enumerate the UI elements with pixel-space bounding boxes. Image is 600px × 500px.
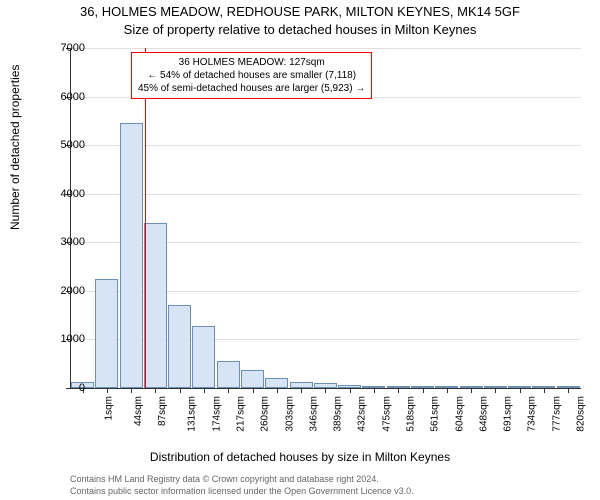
annotation-box: 36 HOLMES MEADOW: 127sqm← 54% of detache… — [131, 52, 372, 99]
histogram-bar — [95, 279, 118, 388]
xtick-label: 432sqm — [357, 396, 368, 432]
xtick-label: 260sqm — [260, 396, 271, 432]
property-size-chart: 36, HOLMES MEADOW, REDHOUSE PARK, MILTON… — [0, 0, 600, 500]
xtick-mark — [277, 388, 278, 393]
xtick-label: 691sqm — [503, 396, 514, 432]
ytick-label: 0 — [45, 382, 85, 394]
xtick-label: 1sqm — [103, 396, 114, 420]
histogram-bar — [241, 370, 264, 388]
annotation-line: ← 54% of detached houses are smaller (7,… — [138, 69, 365, 82]
xtick-label: 561sqm — [430, 396, 441, 432]
xtick-mark — [350, 388, 351, 393]
xtick-label: 777sqm — [551, 396, 562, 432]
xtick-label: 131sqm — [187, 396, 198, 432]
annotation-line: 36 HOLMES MEADOW: 127sqm — [138, 56, 365, 69]
xtick-mark — [131, 388, 132, 393]
histogram-bar — [192, 326, 215, 388]
ytick-label: 1000 — [45, 333, 85, 345]
xtick-mark — [301, 388, 302, 393]
xtick-label: 174sqm — [211, 396, 222, 432]
xtick-mark — [447, 388, 448, 393]
ytick-label: 2000 — [45, 285, 85, 297]
histogram-bar — [265, 378, 288, 388]
xtick-label: 734sqm — [527, 396, 538, 432]
xtick-mark — [228, 388, 229, 393]
xtick-label: 303sqm — [284, 396, 295, 432]
footer-copyright-1: Contains HM Land Registry data © Crown c… — [70, 474, 379, 484]
xtick-mark — [253, 388, 254, 393]
xtick-label: 217sqm — [236, 396, 247, 432]
gridline — [71, 48, 581, 49]
xtick-mark — [520, 388, 521, 393]
xtick-mark — [471, 388, 472, 393]
xtick-mark — [107, 388, 108, 393]
xtick-label: 820sqm — [576, 396, 587, 432]
xtick-label: 389sqm — [333, 396, 344, 432]
xtick-label: 604sqm — [454, 396, 465, 432]
xtick-mark — [423, 388, 424, 393]
plot-area: 36 HOLMES MEADOW: 127sqm← 54% of detache… — [70, 48, 581, 389]
xtick-mark — [398, 388, 399, 393]
ytick-label: 6000 — [45, 91, 85, 103]
xtick-label: 87sqm — [157, 396, 168, 426]
ytick-label: 4000 — [45, 188, 85, 200]
xtick-mark — [568, 388, 569, 393]
xtick-mark — [155, 388, 156, 393]
xtick-label: 518sqm — [406, 396, 417, 432]
xtick-label: 44sqm — [133, 396, 144, 426]
histogram-bar — [217, 361, 240, 388]
chart-title-desc: Size of property relative to detached ho… — [0, 22, 600, 37]
xtick-mark — [180, 388, 181, 393]
xtick-label: 346sqm — [308, 396, 319, 432]
annotation-line: 45% of semi-detached houses are larger (… — [138, 82, 365, 95]
xtick-label: 475sqm — [381, 396, 392, 432]
ytick-label: 5000 — [45, 139, 85, 151]
ytick-label: 7000 — [45, 42, 85, 54]
xtick-mark — [374, 388, 375, 393]
chart-title-address: 36, HOLMES MEADOW, REDHOUSE PARK, MILTON… — [0, 4, 600, 19]
ytick-label: 3000 — [45, 236, 85, 248]
xtick-label: 648sqm — [478, 396, 489, 432]
xtick-mark — [495, 388, 496, 393]
y-axis-label: Number of detached properties — [8, 65, 22, 230]
x-axis-label: Distribution of detached houses by size … — [0, 450, 600, 464]
property-marker-line — [145, 48, 146, 388]
histogram-bar — [120, 123, 143, 388]
footer-copyright-2: Contains public sector information licen… — [70, 486, 414, 496]
histogram-bar — [144, 223, 167, 388]
xtick-mark — [325, 388, 326, 393]
xtick-mark — [204, 388, 205, 393]
xtick-mark — [544, 388, 545, 393]
gridline — [71, 145, 581, 146]
histogram-bar — [168, 305, 191, 388]
gridline — [71, 194, 581, 195]
